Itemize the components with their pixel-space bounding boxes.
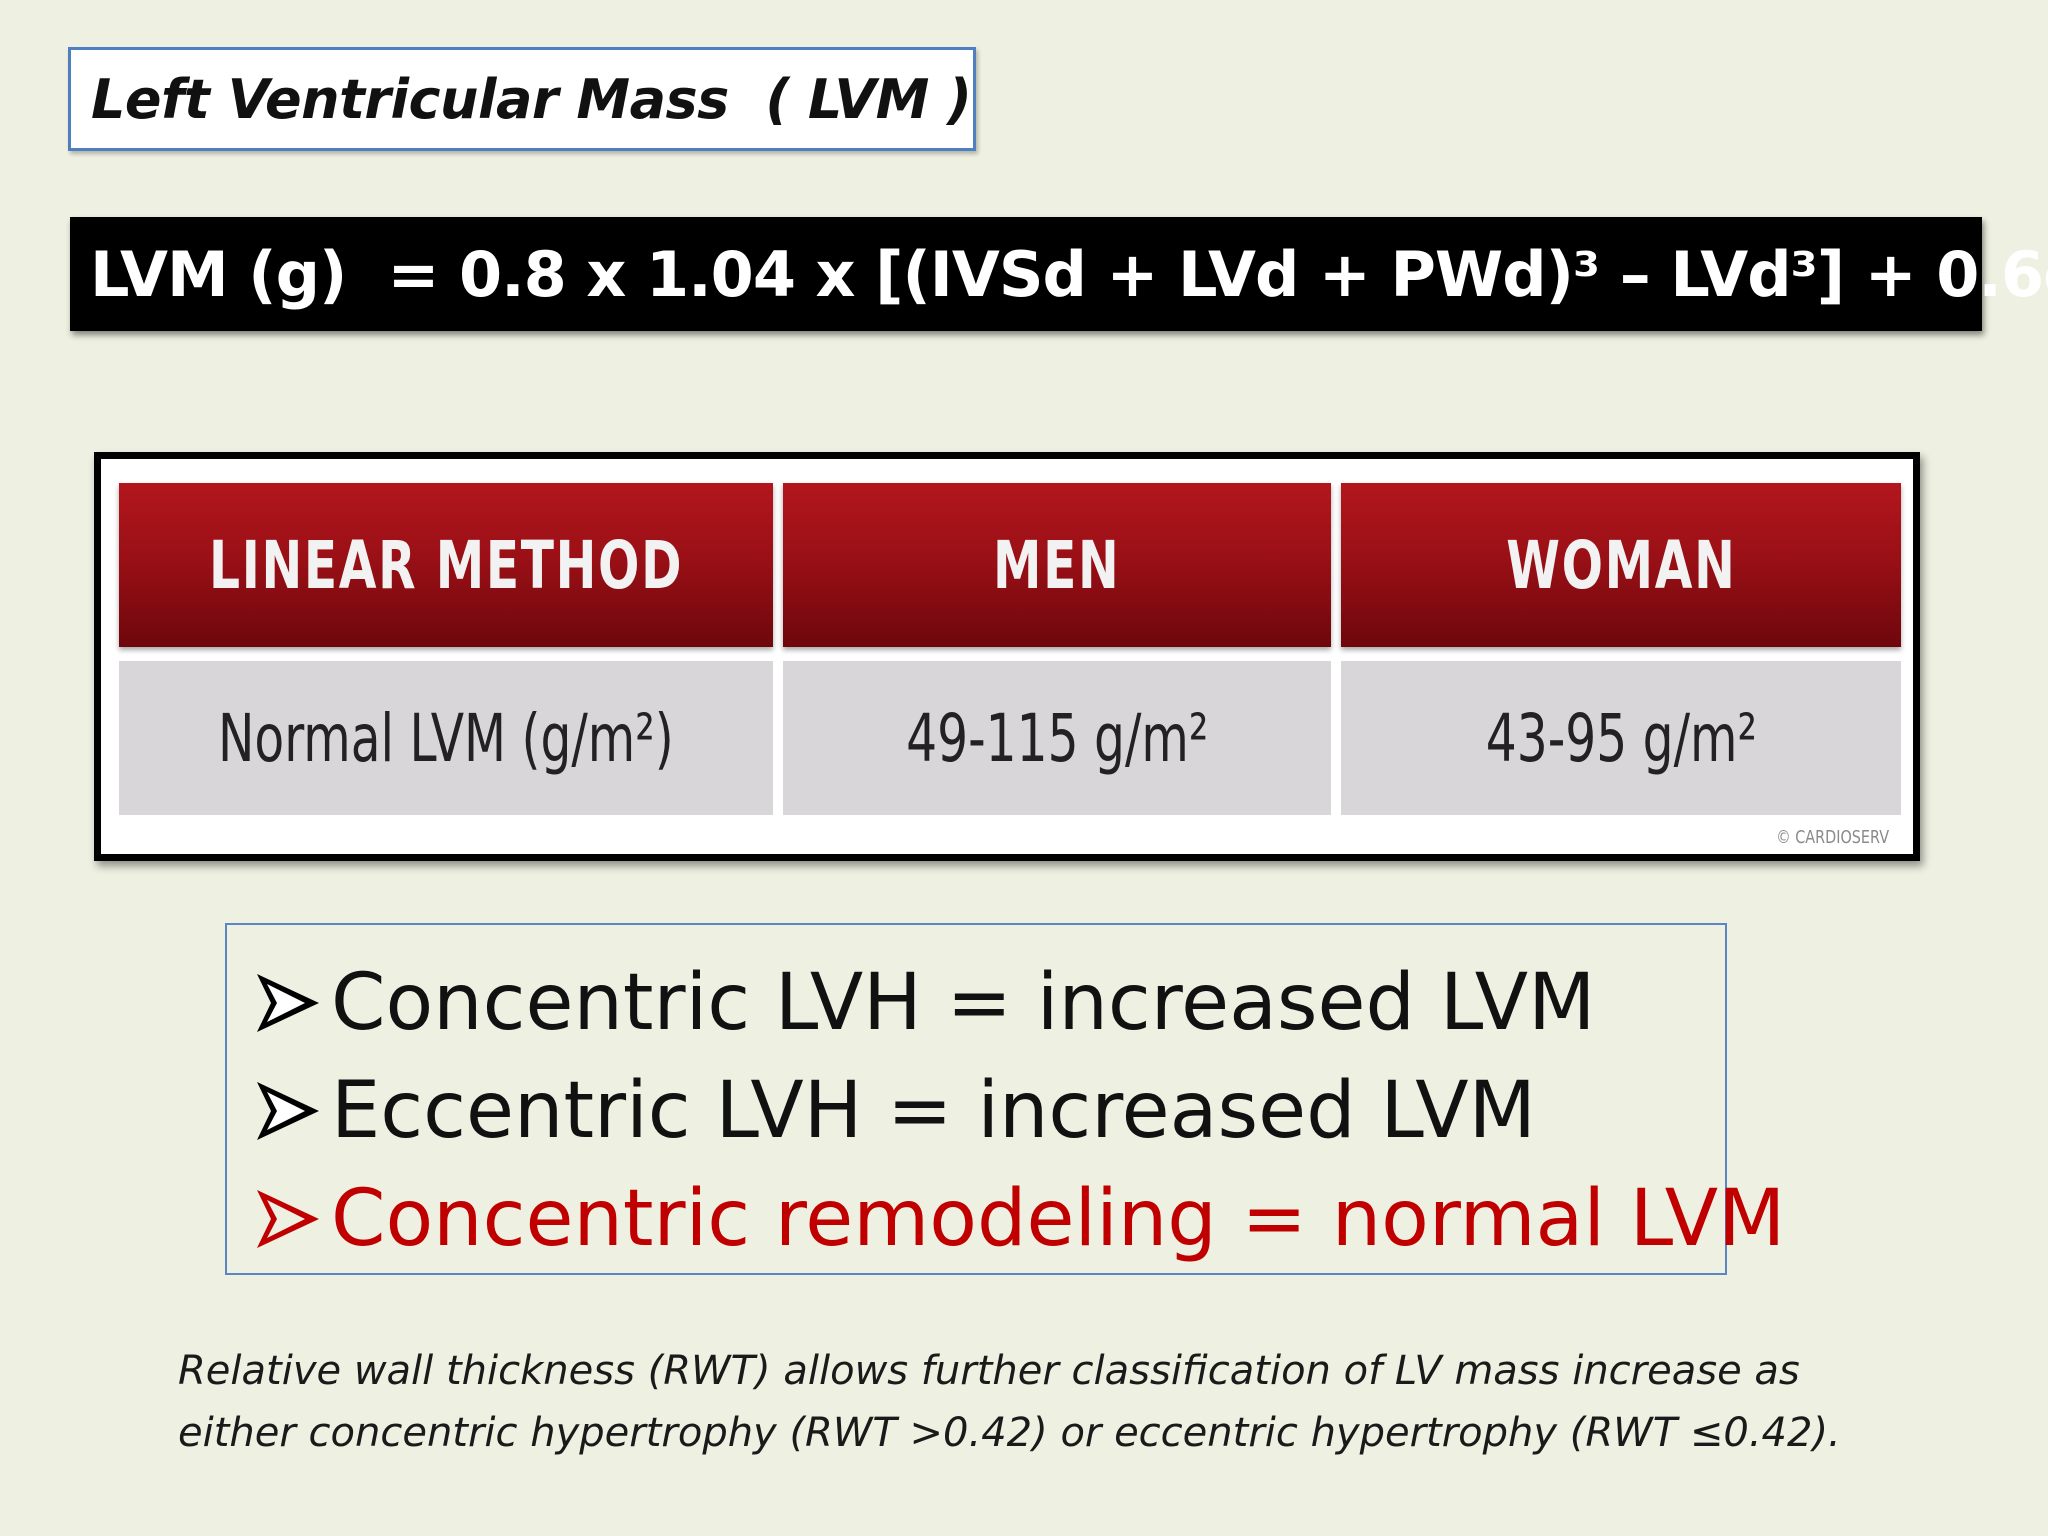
table-header-woman: WOMAN <box>1341 483 1901 647</box>
table-cell-men: 49-115 g/m² <box>783 661 1331 815</box>
bullet-item-concentric-lvh: Concentric LVH = increased LVM <box>253 949 1725 1057</box>
table-cell-label: Normal LVM (g/m²) <box>119 661 773 815</box>
reference-table: LINEAR METHOD MEN WOMAN Normal LVM (g/m²… <box>94 452 1920 861</box>
bullet-text: Eccentric LVH = increased LVM <box>331 1066 1536 1156</box>
rwt-note-line-1: Relative wall thickness (RWT) allows fur… <box>178 1348 1800 1394</box>
image-credit: © CARDIOSERV <box>1776 827 1889 848</box>
bullet-list-box: Concentric LVH = increased LVM Eccentric… <box>225 923 1785 1275</box>
rwt-note-line-2: either concentric hypertrophy (RWT >0.42… <box>178 1410 1841 1456</box>
bullet-item-concentric-remodeling: Concentric remodeling = normal LVM <box>253 1165 1785 1273</box>
bullet-text: Concentric LVH = increased LVM <box>331 958 1596 1048</box>
slide-title-box: Left Ventricular Mass ( LVM ) <box>68 47 976 151</box>
rwt-note: Relative wall thickness (RWT) allows fur… <box>178 1340 1898 1464</box>
table-header-method: LINEAR METHOD <box>119 483 773 647</box>
header-label: LINEAR METHOD <box>208 526 684 604</box>
bullet-text: Concentric remodeling = normal LVM <box>331 1174 1786 1264</box>
table-header-men: MEN <box>783 483 1331 647</box>
lvm-formula: LVM (g) = 0.8 x 1.04 x [(IVSd + LVd + PW… <box>90 237 2048 311</box>
cell-text: 49-115 g/m² <box>905 699 1209 777</box>
slide-title: Left Ventricular Mass ( LVM ) <box>91 67 972 131</box>
header-label: MEN <box>993 526 1121 604</box>
table-cell-woman: 43-95 g/m² <box>1341 661 1901 815</box>
header-label: WOMAN <box>1505 526 1737 604</box>
arrow-bullet-icon <box>257 1082 319 1140</box>
formula-bar: LVM (g) = 0.8 x 1.04 x [(IVSd + LVd + PW… <box>70 217 2048 331</box>
arrow-bullet-icon <box>257 974 319 1032</box>
cell-text: 43-95 g/m² <box>1485 699 1757 777</box>
bullet-item-eccentric-lvh: Eccentric LVH = increased LVM <box>253 1057 1725 1165</box>
cell-text: Normal LVM (g/m²) <box>218 699 674 777</box>
arrow-bullet-icon <box>257 1190 319 1248</box>
